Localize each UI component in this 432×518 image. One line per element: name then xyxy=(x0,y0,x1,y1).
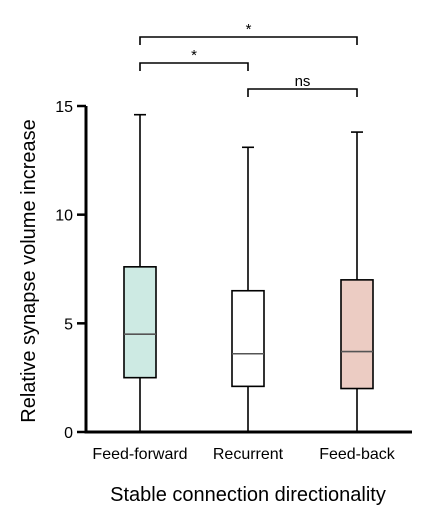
box-feed-forward xyxy=(124,267,156,378)
y-tick-label: 5 xyxy=(64,316,73,333)
y-tick-label: 10 xyxy=(55,208,73,225)
box-feed-back xyxy=(341,280,373,389)
y-axis-label: Relative synapse volume increase xyxy=(18,119,40,423)
box-recurrent xyxy=(232,291,264,387)
y-tick-label: 15 xyxy=(55,99,73,116)
significance-bracket xyxy=(140,37,357,45)
x-tick-label: Recurrent xyxy=(213,446,284,463)
significance-label: * xyxy=(246,21,252,38)
significance-bracket xyxy=(140,63,248,71)
significance-bracket xyxy=(248,89,357,97)
x-axis-label: Stable connection directionality xyxy=(110,484,386,506)
plot-area: 0 5 10 15 Feed-forward Recurrent Feed-back * * ns xyxy=(55,21,412,463)
x-tick-label: Feed-back xyxy=(319,446,396,463)
y-tick-label: 0 xyxy=(64,425,73,442)
significance-label: * xyxy=(191,47,197,64)
significance-label: ns xyxy=(295,73,311,90)
x-tick-label: Feed-forward xyxy=(92,446,187,463)
